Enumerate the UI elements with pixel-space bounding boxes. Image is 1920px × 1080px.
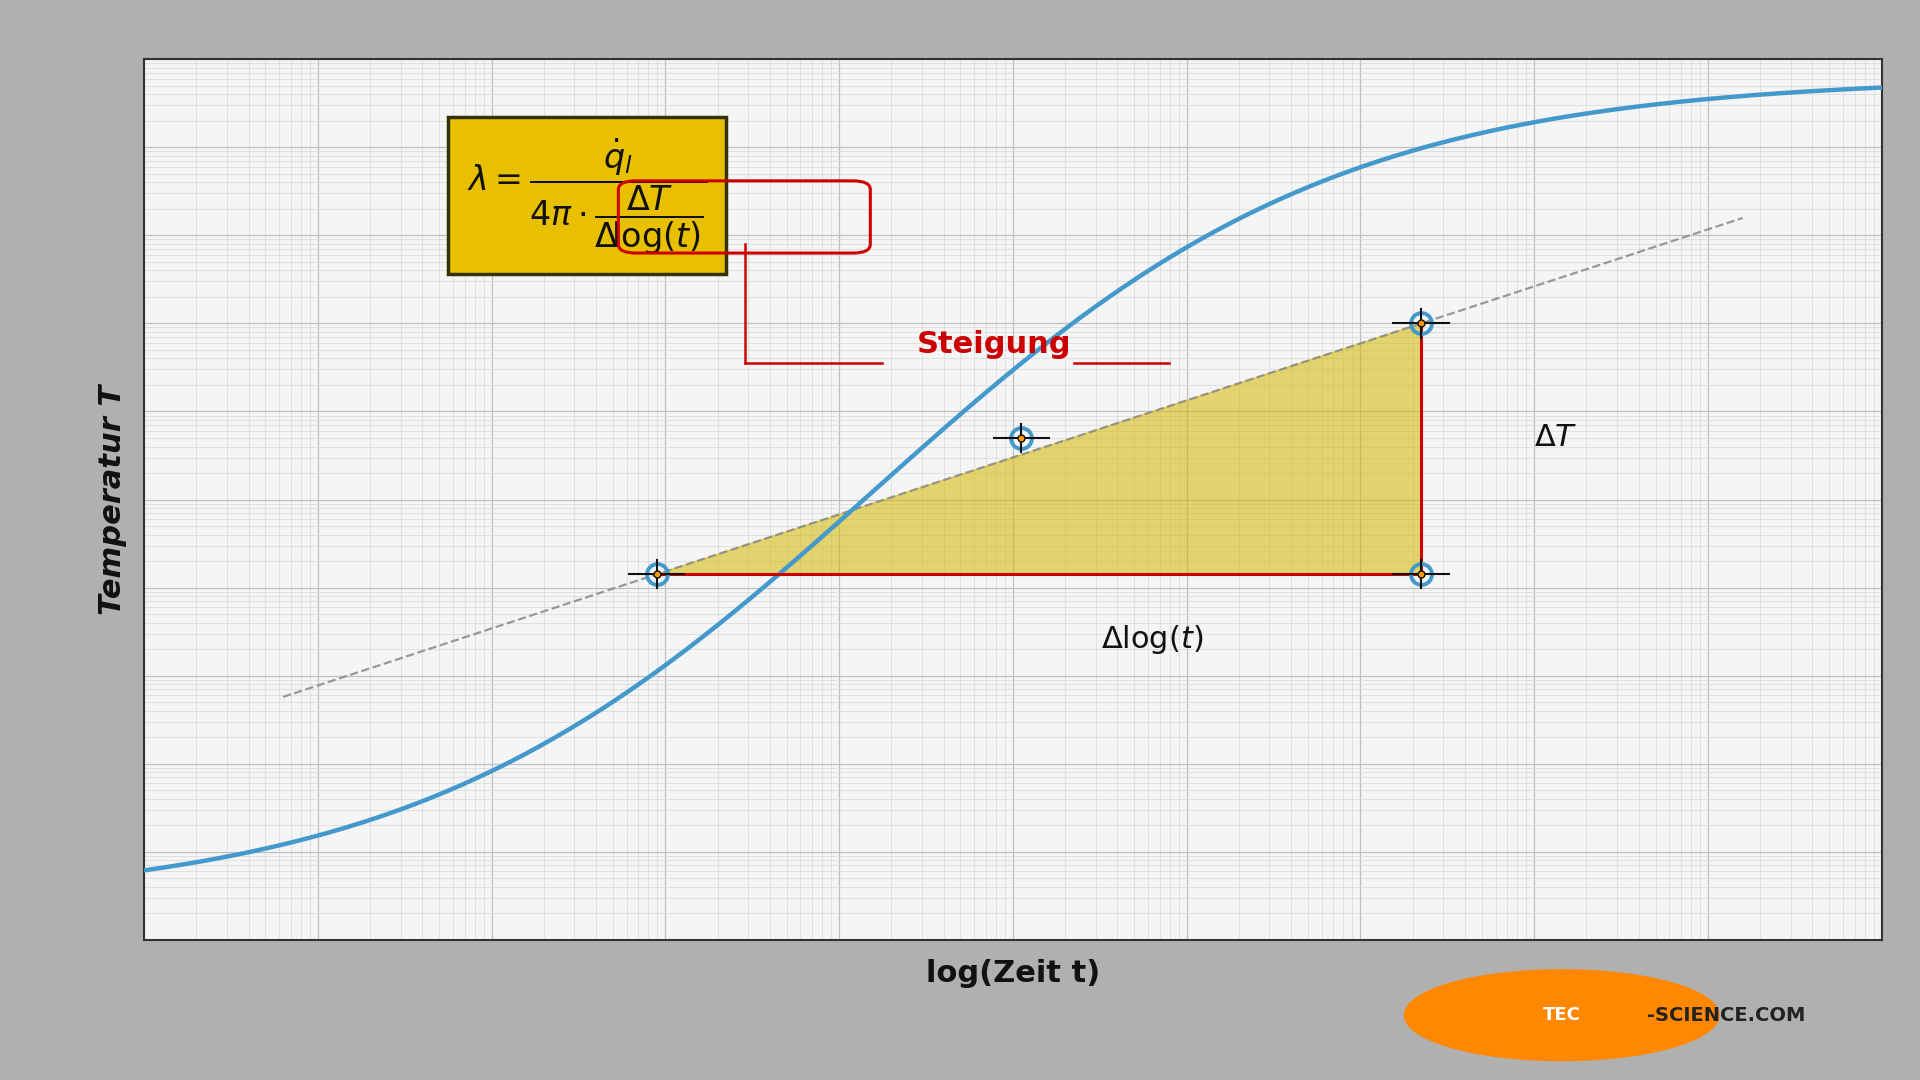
Text: TEC: TEC [1544, 1007, 1580, 1024]
Text: -SCIENCE.COM: -SCIENCE.COM [1647, 1005, 1805, 1025]
Y-axis label: Temperatur T: Temperatur T [98, 384, 127, 615]
Circle shape [1405, 970, 1718, 1061]
Text: $\lambda = \dfrac{\dot{q}_l}{4\pi \cdot \dfrac{\Delta T}{\Delta \!\log(t)}}$: $\lambda = \dfrac{\dot{q}_l}{4\pi \cdot … [467, 136, 707, 256]
Text: $\Delta T$: $\Delta T$ [1534, 423, 1578, 453]
Text: $\Delta\log(t)$: $\Delta\log(t)$ [1100, 623, 1204, 656]
X-axis label: log(Zeit t): log(Zeit t) [925, 959, 1100, 988]
Text: Steigung: Steigung [918, 329, 1071, 359]
Polygon shape [657, 324, 1421, 575]
